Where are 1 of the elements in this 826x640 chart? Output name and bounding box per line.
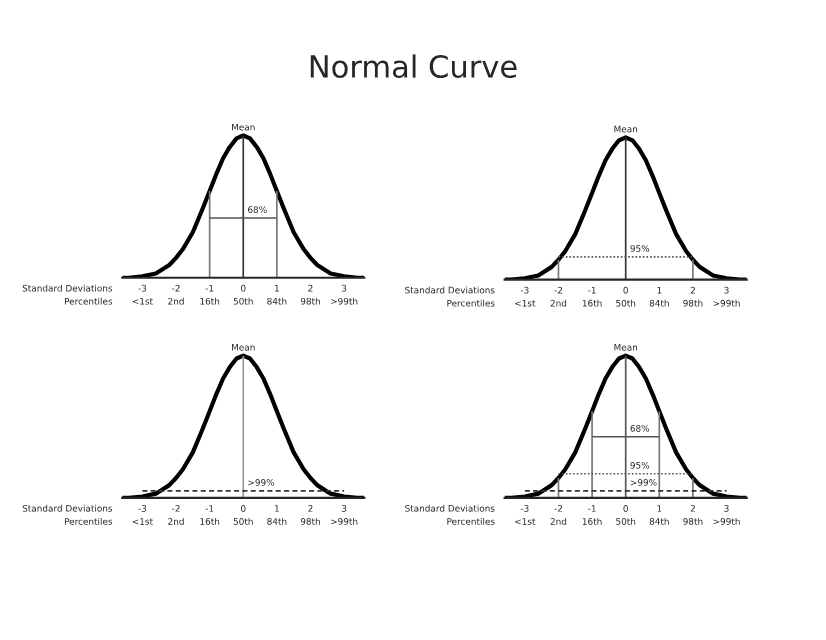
chart-title: Normal Curve	[310, 54, 517, 79]
